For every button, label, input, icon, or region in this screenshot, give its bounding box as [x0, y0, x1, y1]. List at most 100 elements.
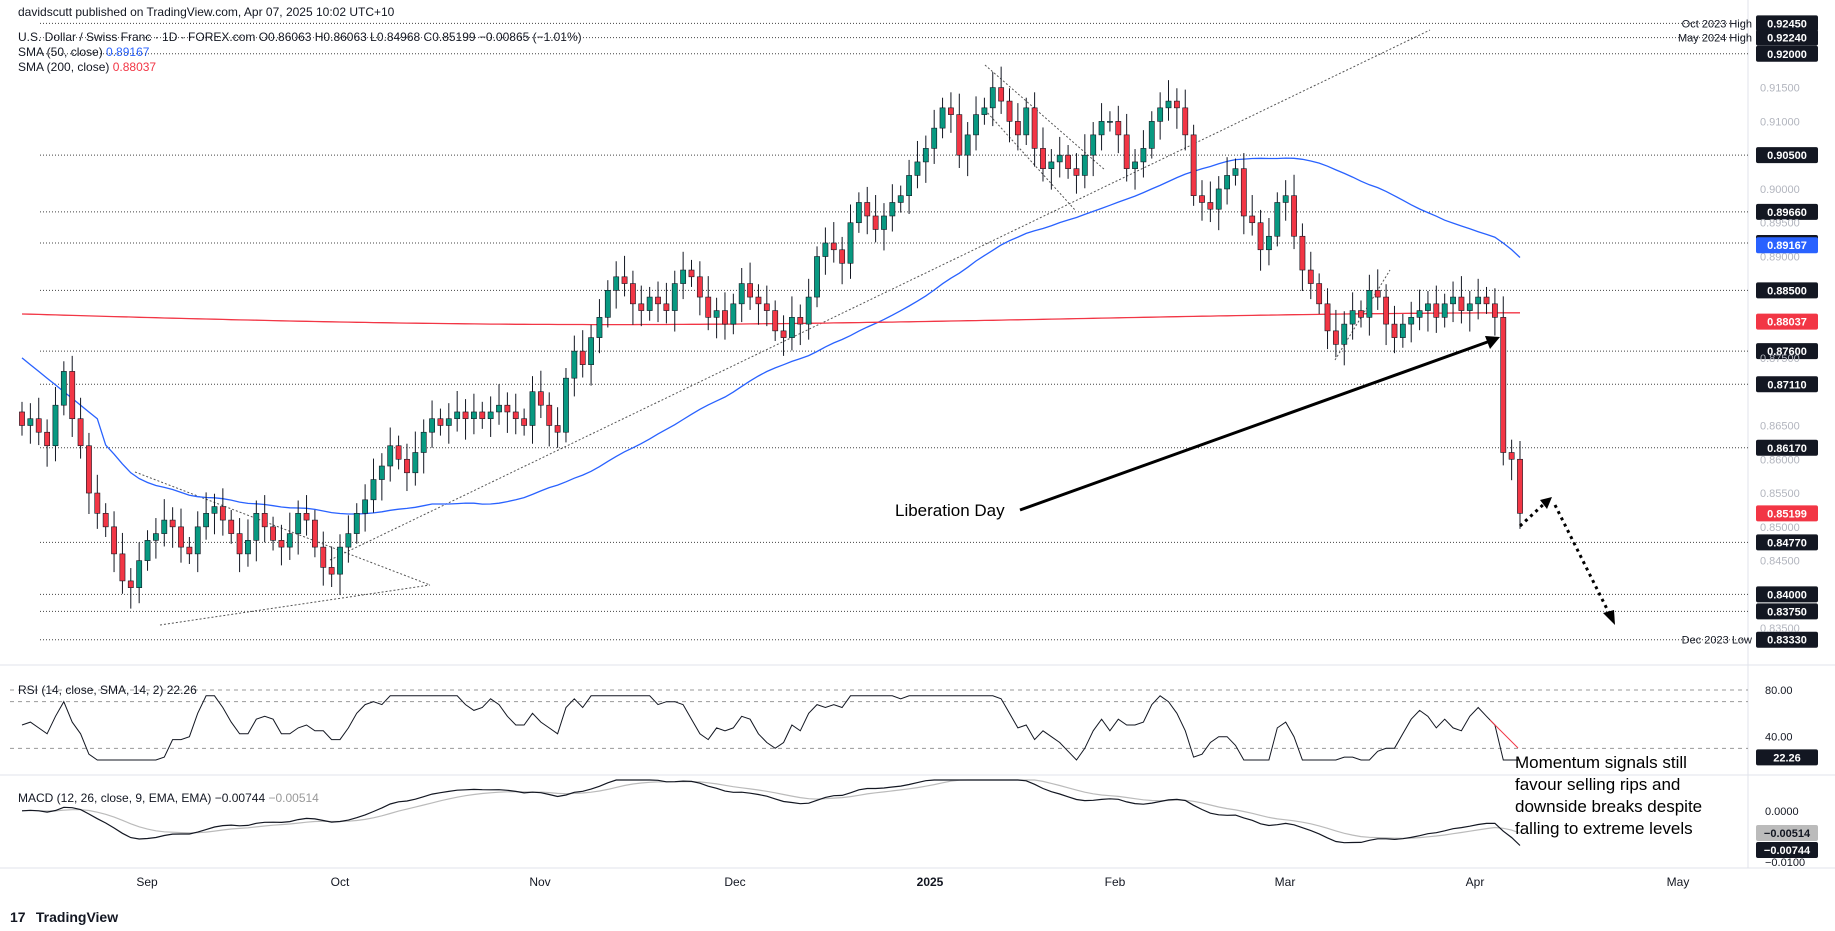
candle-body	[596, 317, 603, 338]
rsi-legend[interactable]: RSI (14, close, SMA, 14, 2) 22.26	[18, 683, 197, 697]
candle-body	[521, 418, 528, 426]
candle-body	[1332, 330, 1339, 345]
candle-body	[680, 269, 687, 284]
candle-body	[286, 533, 293, 548]
rsi-value-badge	[1756, 749, 1818, 766]
candle-body	[814, 256, 820, 298]
candle-body	[948, 107, 954, 115]
candle-body	[228, 519, 235, 534]
candle-body	[755, 296, 762, 305]
candle-body	[236, 533, 243, 555]
rsi-tick-label: 40.00	[1765, 732, 1793, 744]
rsi-pane: 80.00 40.00 22.26	[10, 685, 1818, 766]
candle-body	[772, 310, 779, 332]
candle-body	[630, 283, 636, 305]
candle-body	[1140, 148, 1147, 163]
macd-signal-badge	[1756, 825, 1818, 841]
candle-body	[889, 202, 896, 217]
macd-value-badge-label: −0.00744	[1764, 845, 1811, 857]
candle-body	[839, 249, 846, 264]
level-note: May 2024 High	[1678, 33, 1752, 45]
candle-body	[1115, 121, 1122, 136]
candle-body	[127, 580, 134, 588]
candle-body	[119, 553, 126, 582]
sma50-badge-label: 0.89167	[1767, 240, 1807, 252]
price-tick-label: 0.85000	[1760, 522, 1800, 534]
candle-body	[855, 202, 862, 224]
macd-signal-badge-label: −0.00514	[1764, 828, 1811, 840]
candle-body	[1073, 168, 1080, 176]
sma200-legend[interactable]: SMA (200, close) 0.88037	[18, 60, 156, 74]
time-tick-label: Sep	[136, 875, 158, 889]
level-badge-label: 0.86170	[1767, 443, 1807, 455]
candle-body	[203, 513, 210, 528]
candle-body	[328, 567, 335, 575]
candle-body	[646, 296, 653, 311]
candle-body	[1132, 161, 1138, 169]
momentum-note: Momentum signals still favour selling ri…	[1515, 752, 1702, 840]
candle-body	[1182, 107, 1189, 136]
candle-body	[1291, 195, 1297, 237]
tradingview-brand: TradingView	[35, 909, 119, 925]
rsi-legend-value: 22.26	[166, 683, 197, 697]
candle-body	[613, 276, 620, 291]
level-note: Dec 2023 Low	[1682, 635, 1752, 647]
candle-body	[998, 87, 1005, 102]
level-badge-label: 0.92450	[1767, 18, 1807, 30]
time-tick-label: May	[1667, 875, 1690, 889]
sma50-line	[21, 157, 1521, 515]
candle-body	[420, 431, 427, 453]
macd-legend[interactable]: MACD (12, 26, close, 9, EMA, EMA) −0.007…	[18, 791, 319, 805]
sma50-legend[interactable]: SMA (50, close) 0.89167	[18, 45, 149, 59]
liberation-day-arrow	[1019, 338, 1494, 512]
macd-pane: 0.0000−0.0100−0.00514−0.00744	[21, 779, 1818, 869]
candle-body	[161, 519, 168, 534]
candle-body	[1466, 303, 1473, 311]
triangle-upper-line	[134, 471, 431, 586]
rising-trendline	[329, 29, 1431, 561]
candle-body	[370, 479, 377, 501]
candle-body	[320, 546, 327, 568]
candle-body	[563, 377, 569, 433]
rsi-value-badge-label: 22.26	[1773, 752, 1801, 764]
time-axis: Sep Oct Nov Dec 2025 Feb Mar Apr May	[136, 875, 1689, 889]
candle-body	[479, 411, 486, 420]
candle-body	[1374, 290, 1381, 298]
candle-body	[1098, 121, 1105, 136]
sma200-value: 0.88037	[112, 60, 157, 74]
tradingview-logo[interactable]: 17 TradingView	[10, 909, 118, 925]
candle-body	[462, 411, 469, 420]
time-tick-label: Apr	[1466, 875, 1485, 889]
candle-body	[805, 296, 812, 325]
macd-tick-label: −0.0100	[1765, 857, 1805, 869]
horizontal-levels	[40, 22, 1748, 641]
candle-body	[1199, 195, 1205, 203]
candles	[19, 66, 1523, 609]
candle-body	[1408, 317, 1415, 325]
macd-value-badge	[1756, 842, 1818, 858]
price-tick-label: 0.85500	[1760, 488, 1800, 500]
candle-body	[1081, 154, 1088, 176]
candle-body	[780, 330, 787, 338]
sma200-label: SMA (200, close)	[18, 60, 110, 74]
candle-body	[1450, 296, 1456, 305]
level-badge-label: 0.88500	[1767, 285, 1807, 297]
candle-body	[722, 310, 728, 325]
moving-averages	[21, 157, 1521, 515]
candle-body	[964, 134, 971, 156]
candle-body	[1190, 134, 1197, 197]
level-badge	[1756, 203, 1818, 220]
level-badge	[1756, 15, 1818, 32]
candle-body	[194, 526, 201, 555]
candle-body	[1358, 310, 1364, 318]
price-tick-label: 0.87500	[1760, 353, 1800, 365]
candle-body	[1349, 310, 1356, 325]
candle-body	[655, 296, 661, 305]
candle-body	[747, 283, 753, 298]
candle-body	[872, 215, 879, 230]
candle-body	[1299, 235, 1306, 271]
candle-body	[956, 114, 963, 156]
price-tick-label: 0.90000	[1760, 184, 1800, 196]
level-badge-label: 0.83330	[1767, 635, 1807, 647]
